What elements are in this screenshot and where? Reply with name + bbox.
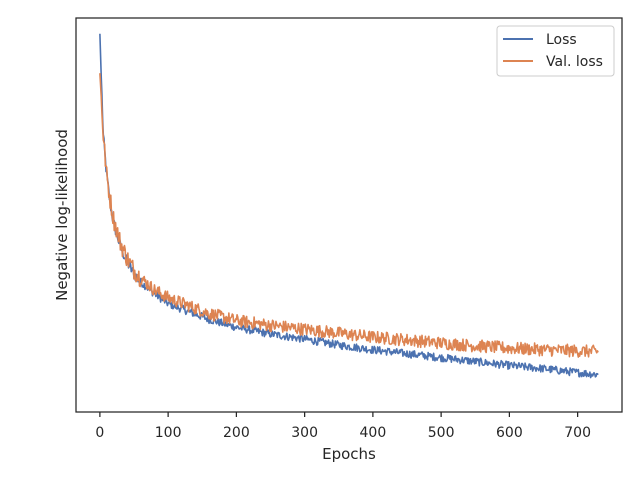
x-tick-label: 300 bbox=[291, 425, 318, 441]
legend-label-val-loss: Val. loss bbox=[546, 54, 603, 70]
series-line-loss bbox=[99, 33, 599, 379]
x-tick-label: 700 bbox=[564, 425, 591, 441]
series-layer bbox=[99, 33, 599, 379]
x-tick-label: 500 bbox=[428, 425, 455, 441]
series-line-val-loss bbox=[99, 73, 599, 358]
legend: Loss Val. loss bbox=[496, 25, 615, 77]
x-tick-label: 200 bbox=[223, 425, 250, 441]
x-tick-label: 100 bbox=[155, 425, 182, 441]
x-tick-label: 400 bbox=[360, 425, 387, 441]
x-axis: 0 100 200 300 400 500 600 700 bbox=[95, 412, 591, 441]
plot-frame bbox=[75, 17, 623, 413]
x-tick-label: 600 bbox=[496, 425, 523, 441]
x-axis-label: Epochs bbox=[322, 445, 376, 463]
y-axis-label: Negative log-likelihood bbox=[53, 129, 71, 301]
legend-label-loss: Loss bbox=[546, 32, 577, 48]
x-tick-label: 0 bbox=[95, 425, 104, 441]
